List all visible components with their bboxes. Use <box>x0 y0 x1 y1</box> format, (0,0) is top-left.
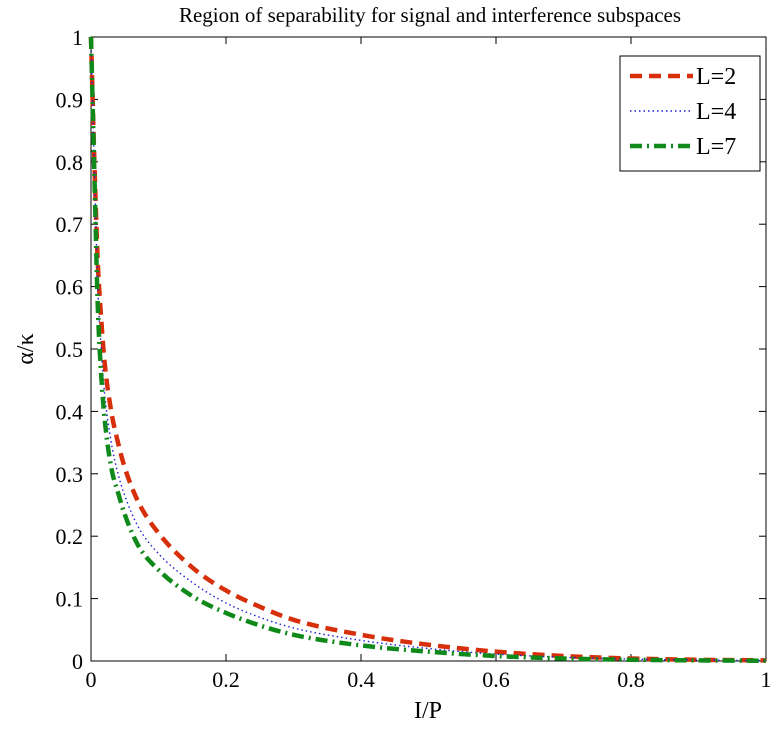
y-tick-label: 0.7 <box>56 212 84 237</box>
x-tick-label: 1 <box>761 667 770 692</box>
y-tick-label: 0 <box>72 649 83 674</box>
x-tick-label: 0.2 <box>212 667 240 692</box>
y-tick-label: 0.1 <box>56 587 84 612</box>
chart-title: Region of separability for signal and in… <box>179 3 681 27</box>
y-tick-label: 0.2 <box>56 524 84 549</box>
y-tick-label: 1 <box>72 25 83 50</box>
x-tick-label: 0 <box>86 667 97 692</box>
y-tick-label: 0.6 <box>56 275 84 300</box>
y-axis-label: α/κ <box>13 333 39 364</box>
legend-box <box>620 56 760 171</box>
y-tick-label: 0.3 <box>56 462 84 487</box>
x-tick-label: 0.8 <box>617 667 645 692</box>
legend-label-1: L=2 <box>696 64 736 90</box>
legend-label-2: L=4 <box>696 99 736 125</box>
legend-label-3: L=7 <box>696 134 736 160</box>
y-tick-label: 0.8 <box>56 150 84 175</box>
x-axis-label: I/P <box>414 698 442 724</box>
y-tick-label: 0.5 <box>56 337 84 362</box>
legend: L=2 L=4 L=7 <box>620 56 760 171</box>
x-tick-label: 0.6 <box>482 667 510 692</box>
y-tick-label: 0.4 <box>56 399 84 424</box>
y-tick-label: 0.9 <box>56 87 84 112</box>
x-tick-label: 0.4 <box>347 667 375 692</box>
